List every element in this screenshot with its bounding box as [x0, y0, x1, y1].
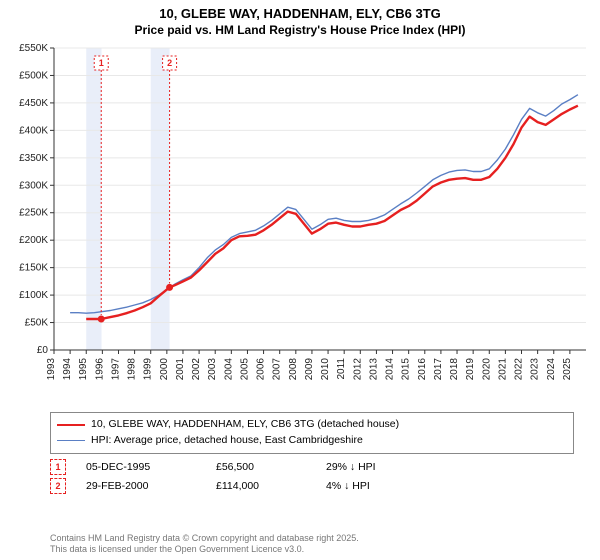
legend-swatch — [57, 440, 85, 441]
svg-text:2004: 2004 — [223, 358, 234, 381]
svg-text:2012: 2012 — [352, 358, 363, 381]
svg-text:2011: 2011 — [336, 358, 347, 380]
svg-text:2023: 2023 — [530, 358, 541, 381]
price-point-relative: 4% ↓ HPI — [326, 477, 416, 496]
svg-text:2002: 2002 — [191, 358, 202, 381]
svg-text:2015: 2015 — [401, 358, 412, 381]
attribution-line-2: This data is licensed under the Open Gov… — [50, 544, 359, 556]
svg-text:£0: £0 — [37, 345, 49, 356]
svg-text:1997: 1997 — [110, 358, 121, 381]
svg-text:2020: 2020 — [481, 358, 492, 381]
legend-swatch — [57, 424, 85, 426]
chart-figure: 10, GLEBE WAY, HADDENHAM, ELY, CB6 3TG P… — [0, 0, 600, 560]
svg-text:2003: 2003 — [207, 358, 218, 381]
price-point-price: £114,000 — [216, 477, 306, 496]
svg-text:2018: 2018 — [449, 358, 460, 381]
svg-text:£250K: £250K — [19, 208, 48, 219]
svg-text:2017: 2017 — [433, 358, 444, 381]
svg-text:£350K: £350K — [19, 153, 48, 164]
svg-text:2025: 2025 — [562, 358, 573, 381]
chart-title: 10, GLEBE WAY, HADDENHAM, ELY, CB6 3TG P… — [0, 0, 600, 38]
svg-text:1996: 1996 — [94, 358, 105, 381]
svg-text:2006: 2006 — [256, 358, 267, 381]
svg-text:2019: 2019 — [465, 358, 476, 381]
svg-text:2: 2 — [167, 58, 172, 68]
title-line-2: Price paid vs. HM Land Registry's House … — [0, 23, 600, 39]
svg-text:2001: 2001 — [175, 358, 186, 381]
svg-text:1998: 1998 — [127, 358, 138, 381]
svg-text:2024: 2024 — [546, 358, 557, 381]
chart-svg: £0 £50K £100K £150K £200K £250K £300K £350K £400… — [10, 44, 590, 404]
svg-text:2008: 2008 — [288, 358, 299, 381]
legend-item: 10, GLEBE WAY, HADDENHAM, ELY, CB6 3TG (… — [57, 417, 567, 433]
price-point-marker: 1 — [50, 459, 66, 475]
svg-text:£200K: £200K — [19, 235, 48, 246]
svg-text:£150K: £150K — [19, 263, 48, 274]
svg-text:1: 1 — [99, 58, 104, 68]
svg-text:£50K: £50K — [25, 318, 49, 329]
svg-text:2013: 2013 — [368, 358, 379, 381]
svg-text:2010: 2010 — [320, 358, 331, 381]
legend-label: 10, GLEBE WAY, HADDENHAM, ELY, CB6 3TG (… — [91, 417, 399, 433]
svg-text:£500K: £500K — [19, 70, 48, 81]
svg-text:2014: 2014 — [385, 358, 396, 381]
legend-label: HPI: Average price, detached house, East… — [91, 433, 363, 449]
attribution-line-1: Contains HM Land Registry data © Crown c… — [50, 533, 359, 545]
svg-text:1994: 1994 — [62, 358, 73, 381]
svg-text:2022: 2022 — [514, 358, 525, 381]
svg-text:2007: 2007 — [272, 358, 283, 381]
price-point-marker: 2 — [50, 478, 66, 494]
attribution-text: Contains HM Land Registry data © Crown c… — [50, 533, 359, 556]
svg-text:£100K: £100K — [19, 290, 48, 301]
legend-item: HPI: Average price, detached house, East… — [57, 433, 567, 449]
price-point-price: £56,500 — [216, 458, 306, 477]
price-point-row: 2 29-FEB-2000 £114,000 4% ↓ HPI — [50, 477, 560, 496]
title-line-1: 10, GLEBE WAY, HADDENHAM, ELY, CB6 3TG — [0, 6, 600, 23]
svg-text:£450K: £450K — [19, 98, 48, 109]
svg-text:2016: 2016 — [417, 358, 428, 381]
price-points-table: 1 05-DEC-1995 £56,500 29% ↓ HPI 2 29-FEB-2000… — [50, 458, 560, 496]
price-point-row: 1 05-DEC-1995 £56,500 29% ↓ HPI — [50, 458, 560, 477]
legend-box: 10, GLEBE WAY, HADDENHAM, ELY, CB6 3TG (… — [50, 412, 574, 454]
price-point-date: 29-FEB-2000 — [86, 477, 196, 496]
price-point-date: 05-DEC-1995 — [86, 458, 196, 477]
svg-text:1995: 1995 — [78, 358, 89, 381]
svg-text:1993: 1993 — [46, 358, 57, 381]
price-point-relative: 29% ↓ HPI — [326, 458, 416, 477]
chart-area: £0 £50K £100K £150K £200K £250K £300K £350K £400… — [10, 44, 590, 404]
svg-text:£550K: £550K — [19, 44, 48, 54]
svg-text:2009: 2009 — [304, 358, 315, 381]
svg-text:2021: 2021 — [497, 358, 508, 381]
svg-text:2000: 2000 — [159, 358, 170, 381]
svg-text:2005: 2005 — [239, 358, 250, 381]
svg-text:1999: 1999 — [143, 358, 154, 381]
svg-text:£400K: £400K — [19, 125, 48, 136]
svg-text:£300K: £300K — [19, 180, 48, 191]
